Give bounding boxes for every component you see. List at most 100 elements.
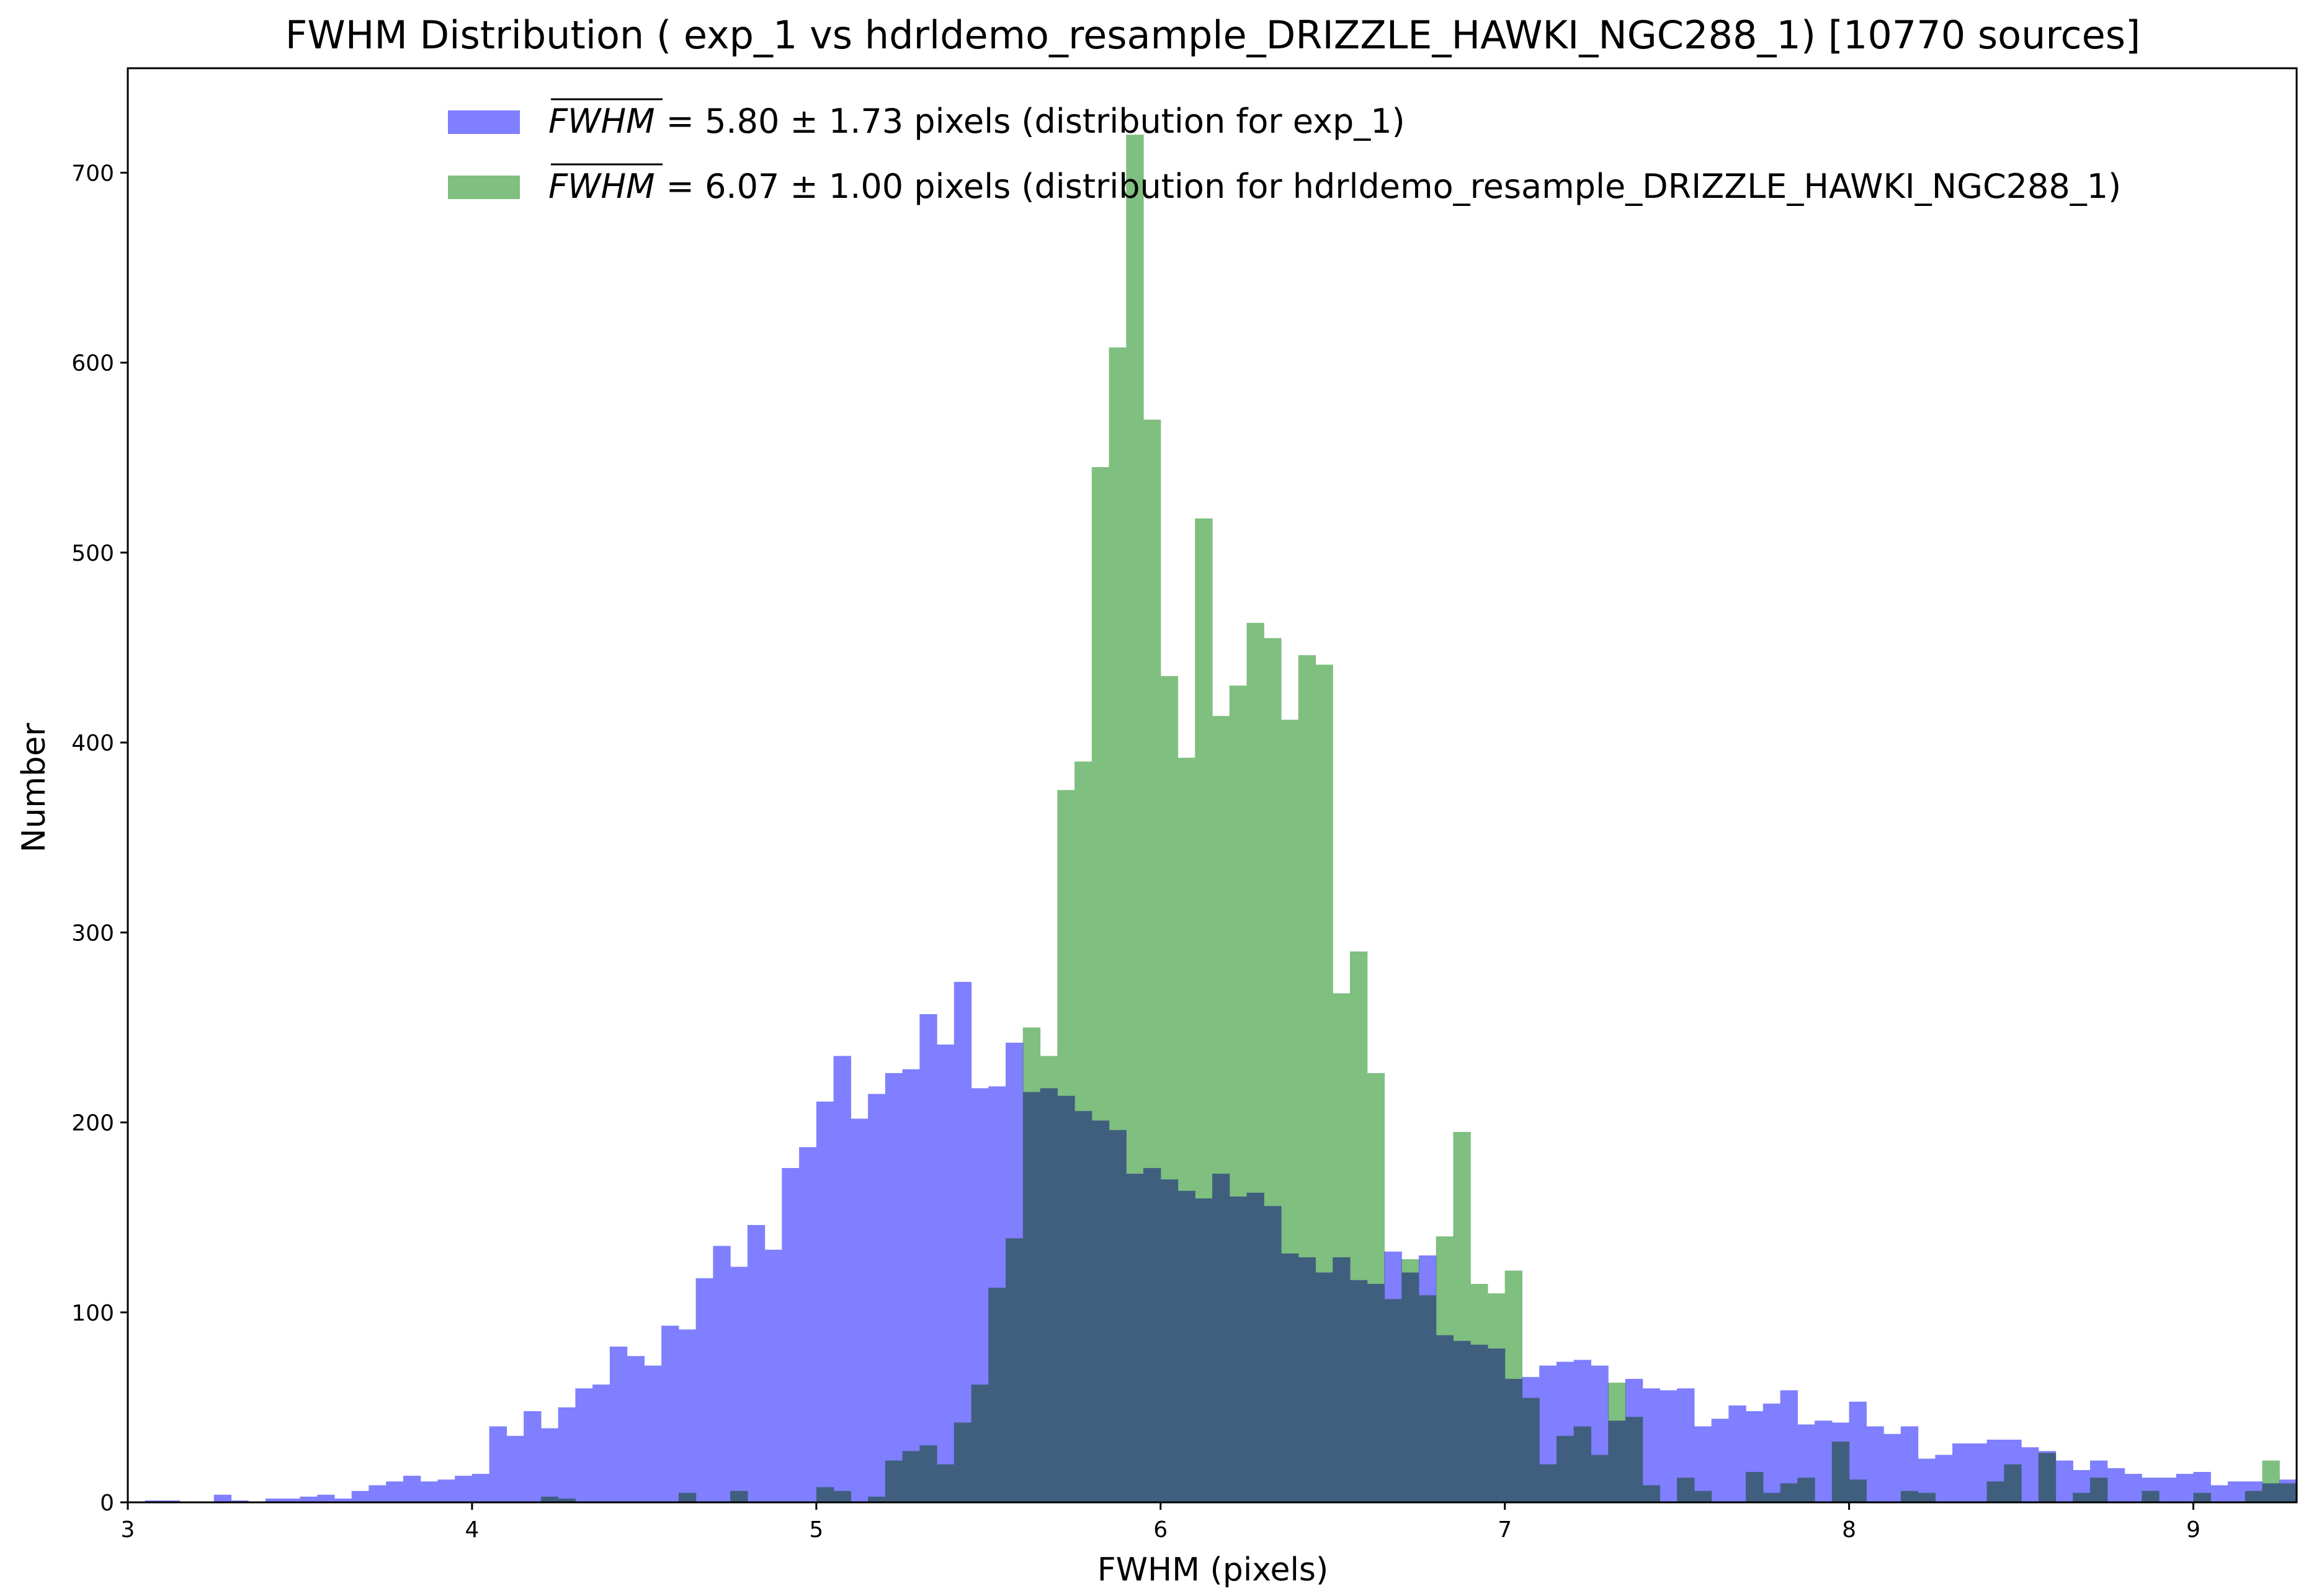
- bar-s2-bin-40: [816, 1487, 834, 1502]
- bar-s2-bin-96: [1780, 1483, 1798, 1502]
- bar-s2-bin-124: [2262, 1460, 2280, 1502]
- bar-s2-bin-108: [1986, 1481, 2004, 1502]
- bar-s1-bin-5: [213, 1494, 232, 1502]
- x-axis-label: FWHM (pixels): [1097, 1551, 1329, 1589]
- bar-s1-bin-45: [902, 1069, 920, 1502]
- bar-s1-bin-38: [782, 1168, 800, 1502]
- bar-s1-bin-48: [954, 981, 972, 1502]
- bar-s1-bin-107: [1969, 1443, 1988, 1502]
- x-tick-label-7: 7: [1498, 1517, 1512, 1543]
- bar-s1-bin-33: [695, 1278, 713, 1502]
- bar-s1-bin-89: [1660, 1390, 1677, 1502]
- bar-s1-bin-110: [2021, 1447, 2039, 1502]
- bar-s2-bin-117: [2142, 1491, 2160, 1502]
- bar-s2-bin-78: [1470, 1283, 1488, 1502]
- bar-s2-bin-76: [1436, 1236, 1454, 1502]
- bar-s2-bin-83: [1556, 1435, 1575, 1502]
- bar-s2-bin-41: [833, 1491, 851, 1502]
- bar-s2-bin-73: [1384, 1299, 1402, 1502]
- bar-s1-bin-32: [678, 1329, 697, 1502]
- bar-s2-bin-72: [1367, 1072, 1385, 1502]
- bar-s2-bin-52: [1022, 1027, 1041, 1502]
- bar-s2-bin-80: [1504, 1270, 1523, 1502]
- bar-s2-bin-100: [1849, 1479, 1867, 1502]
- bar-s2-bin-109: [2004, 1464, 2022, 1502]
- bar-s2-bin-60: [1160, 675, 1179, 1502]
- chart-title: FWHM Distribution ( exp_1 vs hdrldemo_re…: [285, 12, 2141, 58]
- bar-s1-bin-103: [1900, 1426, 1919, 1502]
- bar-s2-bin-90: [1677, 1478, 1695, 1502]
- legend-label-2: = 6.07 ± 1.00 pixels (distribution for h…: [666, 167, 2122, 206]
- bar-s1-bin-15: [386, 1481, 404, 1502]
- x-tick-label-4: 4: [465, 1517, 479, 1543]
- bar-s2-bin-65: [1246, 623, 1264, 1502]
- bar-s1-bin-13: [351, 1491, 370, 1502]
- x-tick-label-6: 6: [1153, 1517, 1168, 1543]
- bar-s1-bin-101: [1866, 1426, 1884, 1502]
- bar-s1-bin-35: [730, 1267, 748, 1502]
- bar-s2-bin-123: [2245, 1491, 2263, 1502]
- bar-s1-bin-112: [2055, 1460, 2073, 1502]
- y-tick-label-300: 300: [71, 921, 114, 946]
- legend: FWHM = 5.80 ± 1.73 pixels (distribution …: [448, 98, 2122, 206]
- y-tick-label-400: 400: [71, 731, 114, 756]
- bar-s2-bin-25: [558, 1498, 576, 1502]
- bar-s2-bin-56: [1091, 467, 1110, 1502]
- bar-s1-bin-1: [145, 1500, 163, 1502]
- bar-s1-bin-27: [592, 1384, 610, 1502]
- bar-s2-bin-120: [2193, 1492, 2211, 1502]
- y-tick-label-500: 500: [71, 541, 114, 566]
- bar-s1-bin-22: [506, 1435, 524, 1502]
- bar-s1-bin-106: [1952, 1443, 1970, 1502]
- bar-s1-bin-10: [300, 1496, 318, 1502]
- bar-s1-bin-42: [851, 1118, 869, 1502]
- bar-s2-bin-71: [1349, 951, 1368, 1502]
- bar-s2-bin-103: [1900, 1491, 1919, 1502]
- bar-s1-bin-44: [885, 1072, 903, 1502]
- x-tick-label-5: 5: [809, 1517, 823, 1543]
- bar-s2-bin-82: [1539, 1464, 1557, 1502]
- bar-s1-bin-121: [2210, 1485, 2228, 1502]
- bar-s1-bin-93: [1728, 1405, 1746, 1502]
- bar-s2-bin-97: [1797, 1478, 1815, 1502]
- bar-s1-bin-23: [524, 1411, 542, 1502]
- bar-s1-bin-122: [2228, 1481, 2246, 1502]
- bar-s2-bin-55: [1074, 761, 1092, 1502]
- bar-s2-bin-75: [1418, 1295, 1437, 1502]
- bar-s2-bin-69: [1315, 664, 1333, 1502]
- bar-s2-bin-113: [2073, 1492, 2091, 1502]
- bar-s2-bin-70: [1333, 993, 1351, 1502]
- bar-s2-bin-99: [1831, 1442, 1850, 1502]
- bar-s1-bin-9: [282, 1498, 301, 1502]
- bar-s1-bin-115: [2107, 1468, 2125, 1502]
- bar-s1-bin-41: [833, 1056, 851, 1502]
- bar-s2-bin-111: [2038, 1453, 2057, 1502]
- bar-s1-bin-20: [471, 1474, 490, 1502]
- bar-s2-bin-66: [1264, 638, 1282, 1502]
- bar-s2-bin-61: [1177, 757, 1195, 1502]
- bar-s2-bin-86: [1608, 1383, 1626, 1502]
- bar-s1-bin-36: [747, 1224, 766, 1502]
- bar-s1-bin-118: [2159, 1478, 2177, 1502]
- bar-s2-bin-63: [1212, 716, 1230, 1502]
- bars-layer: [145, 135, 2297, 1503]
- bar-s2-bin-54: [1057, 790, 1075, 1502]
- legend-entry-exp-1: FWHM = 5.80 ± 1.73 pixels (distribution …: [548, 102, 1405, 141]
- y-tick-label-0: 0: [100, 1491, 114, 1516]
- bar-s2-bin-74: [1401, 1259, 1419, 1502]
- bar-s1-bin-46: [919, 1014, 937, 1502]
- bar-s1-bin-12: [334, 1498, 352, 1502]
- bar-s2-bin-43: [868, 1496, 886, 1502]
- bar-s1-bin-29: [627, 1356, 645, 1502]
- bar-s1-bin-28: [609, 1346, 628, 1502]
- bar-s1-bin-17: [420, 1481, 439, 1502]
- y-axis-label: Number: [16, 723, 53, 853]
- bar-s1-bin-14: [369, 1485, 386, 1502]
- x-tick-label-9: 9: [2186, 1517, 2200, 1543]
- bar-s2-bin-46: [919, 1445, 937, 1502]
- legend-label-1: = 5.80 ± 1.73 pixels (distribution for e…: [666, 102, 1405, 141]
- bar-s2-bin-125: [2279, 1483, 2297, 1502]
- bar-s1-bin-37: [764, 1249, 782, 1502]
- bar-s1-bin-95: [1762, 1403, 1781, 1502]
